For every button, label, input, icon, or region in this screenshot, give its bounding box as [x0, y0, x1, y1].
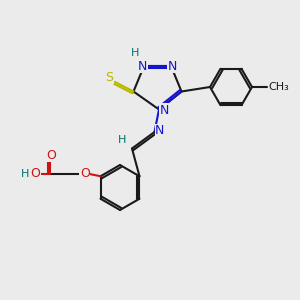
Text: N: N [155, 124, 165, 137]
Text: N: N [137, 59, 147, 73]
Text: N: N [159, 103, 169, 117]
Text: N: N [168, 59, 178, 73]
Text: S: S [106, 70, 113, 84]
Text: H: H [20, 169, 29, 179]
Text: CH₃: CH₃ [268, 82, 289, 92]
Text: H: H [118, 135, 127, 145]
Text: H: H [131, 48, 139, 59]
Text: O: O [80, 167, 90, 180]
Text: O: O [30, 167, 40, 180]
Text: O: O [46, 149, 56, 162]
